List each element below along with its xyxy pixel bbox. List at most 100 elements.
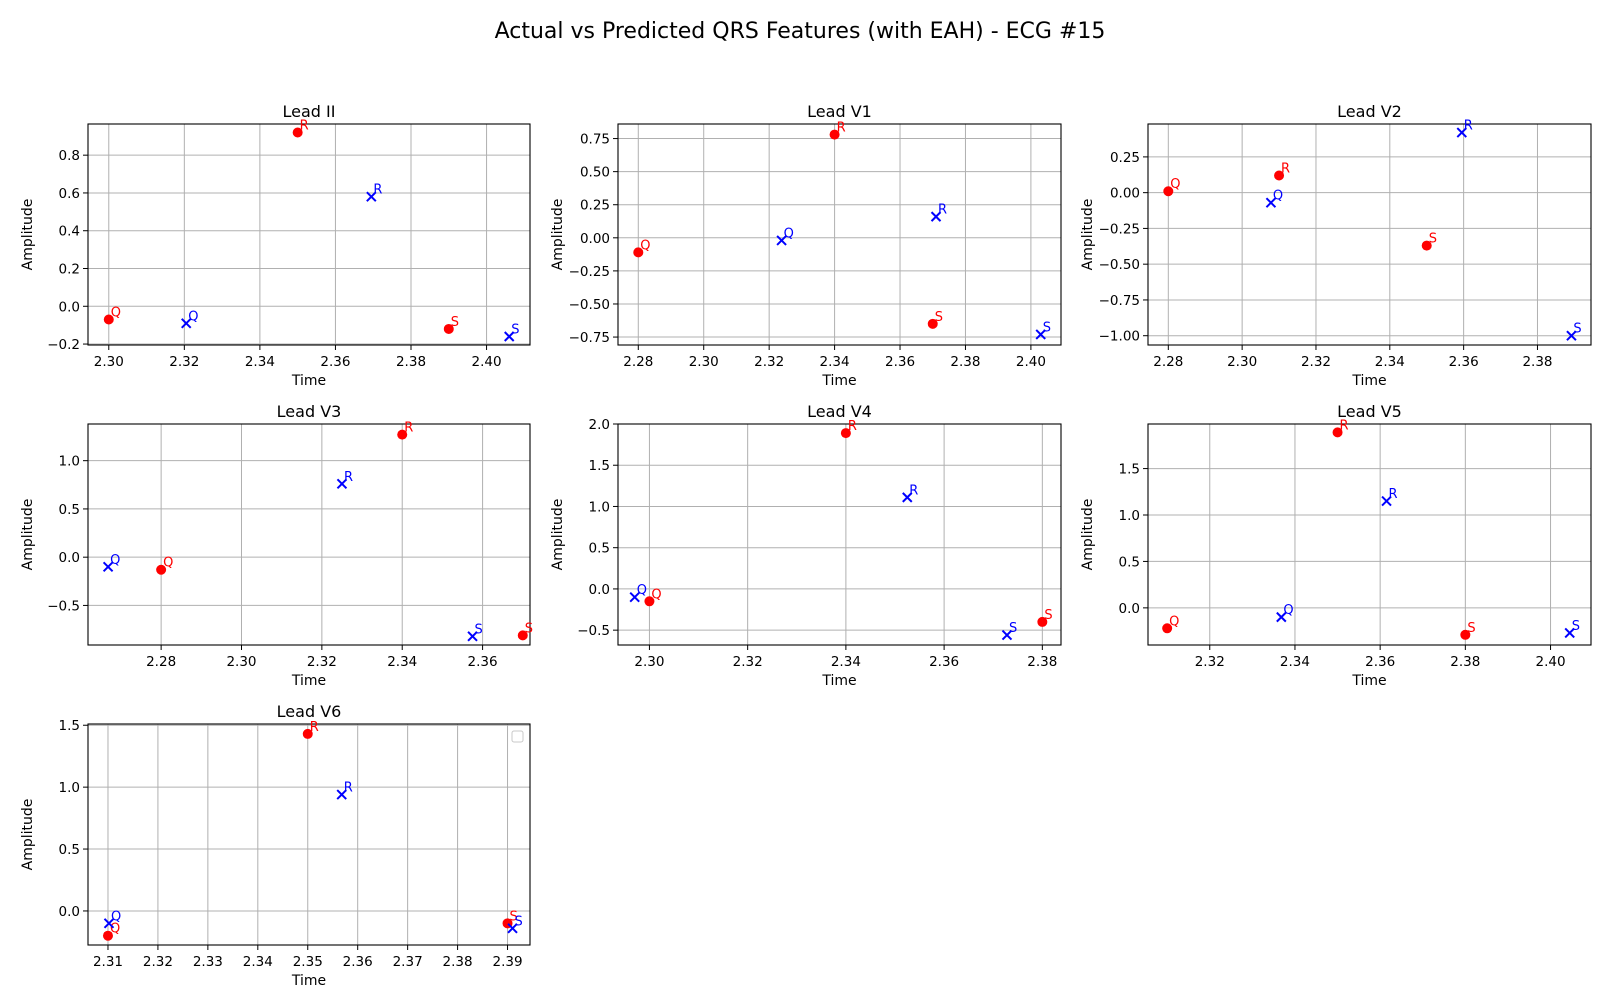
x-tick-label: 2.34 — [245, 354, 275, 370]
y-tick-label: 0.5 — [1119, 554, 1140, 570]
predicted-point-r — [366, 191, 377, 202]
actual-label-q: Q — [1169, 614, 1179, 629]
y-tick-label: −1.00 — [1099, 329, 1140, 345]
y-tick-label: −0.2 — [47, 337, 80, 353]
y-tick-label: 2.0 — [589, 417, 610, 433]
actual-point-r — [1332, 427, 1343, 438]
y-tick-label: 1.0 — [589, 499, 610, 515]
predicted-point-s — [507, 923, 518, 934]
y-tick-label: 1.0 — [59, 780, 80, 796]
predicted-label-r: R — [909, 483, 918, 498]
x-tick-label: 2.35 — [293, 954, 323, 970]
x-tick-label: 2.36 — [320, 354, 350, 370]
x-tick-label: 2.36 — [1449, 354, 1479, 370]
x-tick-label: 2.32 — [307, 654, 337, 670]
actual-label-q: Q — [1170, 177, 1180, 192]
x-tick-label: 2.40 — [1536, 654, 1566, 670]
x-axis-label: Time — [291, 973, 326, 989]
predicted-point-q — [181, 318, 192, 329]
predicted-point-r — [902, 492, 913, 503]
plot-frame — [87, 423, 531, 646]
x-tick-label: 2.38 — [443, 954, 473, 970]
x-tick-label: 2.30 — [689, 354, 719, 370]
x-tick-label: 2.38 — [950, 354, 980, 370]
x-tick-label: 2.38 — [1522, 354, 1552, 370]
plot-frame — [617, 123, 1062, 346]
y-tick-label: 0.5 — [59, 842, 80, 858]
y-tick-label: 0.25 — [580, 198, 610, 214]
y-tick-label: 0.50 — [580, 165, 610, 181]
plot-frame — [1147, 123, 1592, 346]
x-tick-label: 2.30 — [634, 654, 664, 670]
x-tick-label: 2.30 — [1227, 354, 1257, 370]
predicted-point-r — [1381, 495, 1392, 507]
x-tick-label: 2.34 — [387, 654, 417, 670]
y-tick-label: 0.8 — [59, 148, 80, 164]
x-tick-label: 2.33 — [193, 954, 223, 970]
subplot-title: Lead II — [283, 102, 336, 121]
subplot-title: Lead V5 — [1337, 402, 1402, 421]
predicted-label-s: S — [515, 914, 523, 929]
predicted-label-r: R — [1389, 487, 1398, 502]
predicted-point-r — [1456, 127, 1467, 138]
actual-label-r: R — [300, 119, 309, 134]
predicted-label-r: R — [344, 781, 353, 796]
predicted-label-r: R — [938, 203, 947, 218]
y-tick-label: 1.5 — [1119, 462, 1140, 478]
actual-label-s: S — [1044, 608, 1052, 623]
x-tick-label: 2.37 — [393, 954, 423, 970]
subplot-lead-v2: 2.28 2.30 2.32 2.34 2.36 2.38 −1.00 −0.75 −0.50 −… — [1080, 102, 1592, 389]
y-tick-label: 1.0 — [1119, 508, 1140, 524]
y-tick-label: 0.5 — [589, 541, 610, 557]
subplot-lead-v4: 2.30 2.32 2.34 2.36 2.38 −0.5 0.0 0.5 1.0 1.5 2.0 L… — [550, 402, 1062, 689]
subplot-lead-v3: 2.28 2.30 2.32 2.34 2.36 −0.5 0.0 0.5 1.0 Lead V3… — [20, 402, 533, 689]
predicted-point-s — [1566, 330, 1577, 341]
y-tick-label: −0.75 — [569, 330, 610, 346]
predicted-point-s — [1564, 627, 1575, 639]
x-tick-label: 2.32 — [733, 654, 763, 670]
subplot-lead-v1: 2.28 2.30 2.32 2.34 2.36 2.38 2.40 −0.75 −0.50 −0… — [550, 102, 1062, 389]
y-axis-label: Amplitude — [20, 199, 36, 271]
plot-frame — [617, 423, 1062, 646]
actual-point-s — [443, 323, 454, 334]
y-tick-label: 0.0 — [589, 582, 610, 598]
x-axis-label: Time — [291, 373, 326, 389]
y-axis-label: Amplitude — [550, 199, 566, 271]
subplot-lead-v6: 2.31 2.32 2.33 2.34 2.35 2.36 2.37 2.38 2.39 0.0 0… — [20, 702, 531, 989]
predicted-label-q: Q — [1283, 603, 1293, 618]
x-axis-label: Time — [291, 673, 326, 689]
actual-label-r: R — [404, 421, 413, 436]
predicted-point-s — [1001, 629, 1013, 641]
predicted-label-q: Q — [110, 553, 120, 568]
predicted-label-q: Q — [111, 909, 121, 924]
predicted-point-r — [336, 478, 348, 490]
subplot-lead-ii: 2.30 2.32 2.34 2.36 2.38 2.40 −0.2 0.0 0.2 0.4 0.6… — [20, 102, 531, 389]
y-axis-label: Amplitude — [550, 499, 566, 571]
x-tick-label: 2.34 — [1375, 354, 1405, 370]
x-tick-label: 2.40 — [1016, 354, 1046, 370]
actual-point-r — [840, 428, 851, 439]
x-tick-label: 2.34 — [820, 354, 850, 370]
actual-point-s — [1037, 616, 1048, 627]
x-tick-label: 2.34 — [1280, 654, 1310, 670]
actual-label-q: Q — [651, 587, 661, 602]
x-axis-label: Time — [821, 373, 856, 389]
y-tick-label: −0.25 — [1099, 221, 1140, 237]
y-tick-label: 0.0 — [59, 904, 80, 920]
predicted-label-r: R — [344, 470, 353, 485]
x-tick-label: 2.40 — [472, 354, 502, 370]
x-tick-label: 2.36 — [1365, 654, 1395, 670]
predicted-point-r — [336, 789, 347, 800]
actual-point-q — [1162, 623, 1173, 634]
actual-point-q — [633, 247, 644, 258]
x-tick-label: 2.32 — [754, 354, 784, 370]
x-tick-label: 2.36 — [468, 654, 498, 670]
subplots-grid: 2.30 2.32 2.34 2.36 2.38 2.40 −0.2 0.0 0.2 0.4 0.6… — [20, 102, 1592, 989]
predicted-point-q — [776, 235, 787, 246]
actual-label-r: R — [837, 121, 846, 136]
plot-frame — [1147, 423, 1592, 646]
x-axis-label: Time — [1351, 673, 1386, 689]
actual-point-q — [102, 930, 113, 941]
x-tick-label: 2.38 — [1027, 654, 1057, 670]
